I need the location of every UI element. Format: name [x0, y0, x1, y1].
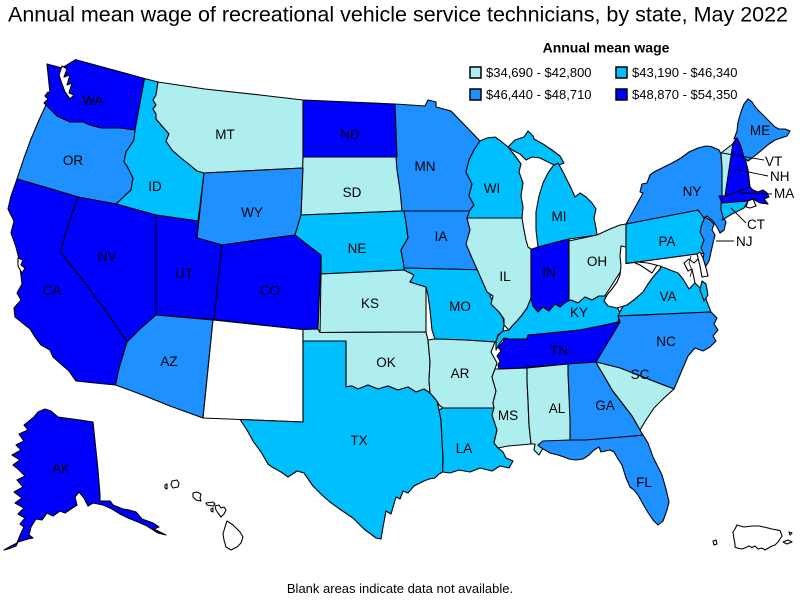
svg-text:NH: NH: [770, 169, 790, 184]
svg-text:LA: LA: [456, 441, 473, 456]
svg-text:MT: MT: [215, 127, 235, 142]
svg-text:CA: CA: [43, 283, 62, 298]
svg-text:IA: IA: [435, 229, 448, 244]
svg-text:CT: CT: [747, 217, 765, 232]
svg-text:AL: AL: [549, 401, 566, 416]
svg-text:Blank areas indicate data not: Blank areas indicate data not available.: [287, 581, 513, 596]
svg-text:NE: NE: [348, 241, 367, 256]
svg-text:ND: ND: [340, 127, 360, 142]
svg-text:GA: GA: [595, 398, 615, 413]
svg-text:UT: UT: [175, 266, 193, 281]
svg-text:$43,190 - $46,340: $43,190 - $46,340: [632, 65, 738, 80]
svg-text:SD: SD: [343, 185, 362, 200]
svg-text:AK: AK: [52, 461, 70, 476]
svg-text:TN: TN: [550, 343, 568, 358]
svg-text:OK: OK: [376, 355, 396, 370]
svg-text:OR: OR: [63, 153, 84, 168]
svg-text:MS: MS: [498, 408, 518, 423]
svg-text:NJ: NJ: [736, 234, 753, 249]
svg-text:PA: PA: [658, 234, 675, 249]
svg-text:WY: WY: [241, 205, 263, 220]
svg-text:MN: MN: [415, 159, 436, 174]
svg-text:MI: MI: [552, 209, 567, 224]
svg-text:AZ: AZ: [160, 354, 177, 369]
svg-text:MA: MA: [774, 186, 794, 201]
svg-text:NV: NV: [98, 249, 117, 264]
svg-text:OH: OH: [587, 254, 607, 269]
svg-text:MO: MO: [449, 299, 471, 314]
svg-text:IN: IN: [542, 265, 556, 280]
svg-text:KY: KY: [570, 305, 588, 320]
svg-text:IL: IL: [499, 269, 511, 284]
svg-text:CO: CO: [260, 283, 280, 298]
svg-text:$46,440 - $48,710: $46,440 - $48,710: [486, 87, 592, 102]
svg-text:SC: SC: [631, 367, 650, 382]
svg-text:Annual mean wage: Annual mean wage: [543, 40, 670, 56]
svg-text:$34,690 - $42,800: $34,690 - $42,800: [486, 65, 592, 80]
svg-text:FL: FL: [636, 475, 652, 490]
svg-text:NY: NY: [683, 184, 702, 199]
svg-text:WI: WI: [484, 181, 501, 196]
svg-text:ID: ID: [148, 179, 162, 194]
svg-text:NC: NC: [656, 334, 676, 349]
svg-text:$48,870 - $54,350: $48,870 - $54,350: [632, 87, 738, 102]
svg-text:TX: TX: [350, 433, 367, 448]
svg-text:WA: WA: [82, 93, 103, 108]
svg-text:VA: VA: [659, 289, 676, 304]
svg-text:KS: KS: [361, 296, 379, 311]
svg-text:ME: ME: [750, 123, 770, 138]
svg-text:VT: VT: [765, 154, 782, 169]
svg-text:Annual mean wage of recreation: Annual mean wage of recreational vehicle…: [8, 3, 788, 27]
svg-text:AR: AR: [451, 366, 470, 381]
